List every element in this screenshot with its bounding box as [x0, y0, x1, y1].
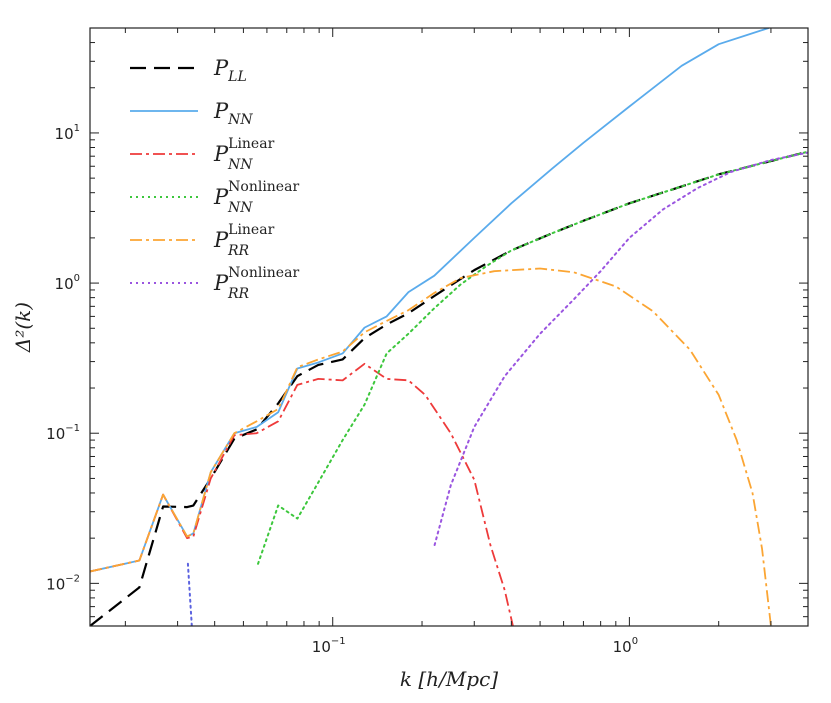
x-tick-label: 100 — [613, 636, 638, 656]
y-tick-label: 10−2 — [46, 573, 80, 593]
legend: PLL PNN PLinear NN PNonlinear NN PLinear RR PNon… — [130, 56, 299, 302]
x-tick-label: 10−1 — [312, 636, 346, 656]
series-line-p-ll — [90, 150, 808, 626]
series-layer — [90, 28, 808, 626]
series-line-p-rr-linear — [90, 267, 772, 626]
y-tick-label: 10−1 — [46, 423, 80, 443]
tick-label-layer: 10−1 100 10−2 10−1 100 101 — [46, 123, 638, 656]
legend-label: PLinear NN — [213, 136, 275, 173]
tick-layer — [90, 27, 809, 626]
legend-label: PLinear RR — [213, 222, 275, 259]
series-line-p-rr-nonlinear-lowk-tail — [186, 562, 193, 626]
y-tick-label: 101 — [55, 123, 80, 143]
series-line-p-nn-nonlinear — [257, 150, 808, 565]
series-line-p-rr-nonlinear — [433, 151, 808, 547]
y-axis-label: Δ²(k) — [11, 302, 35, 353]
plot-frame — [89, 27, 809, 627]
series-line-p-nn-linear — [90, 362, 514, 626]
x-axis-label: k [h/Mpc] — [400, 667, 498, 691]
legend-label: PNonlinear RR — [213, 265, 299, 302]
y-tick-label: 100 — [55, 273, 80, 293]
legend-label: PNonlinear NN — [213, 179, 299, 216]
legend-label: PLL — [213, 56, 247, 85]
legend-label: PNN — [213, 99, 253, 128]
